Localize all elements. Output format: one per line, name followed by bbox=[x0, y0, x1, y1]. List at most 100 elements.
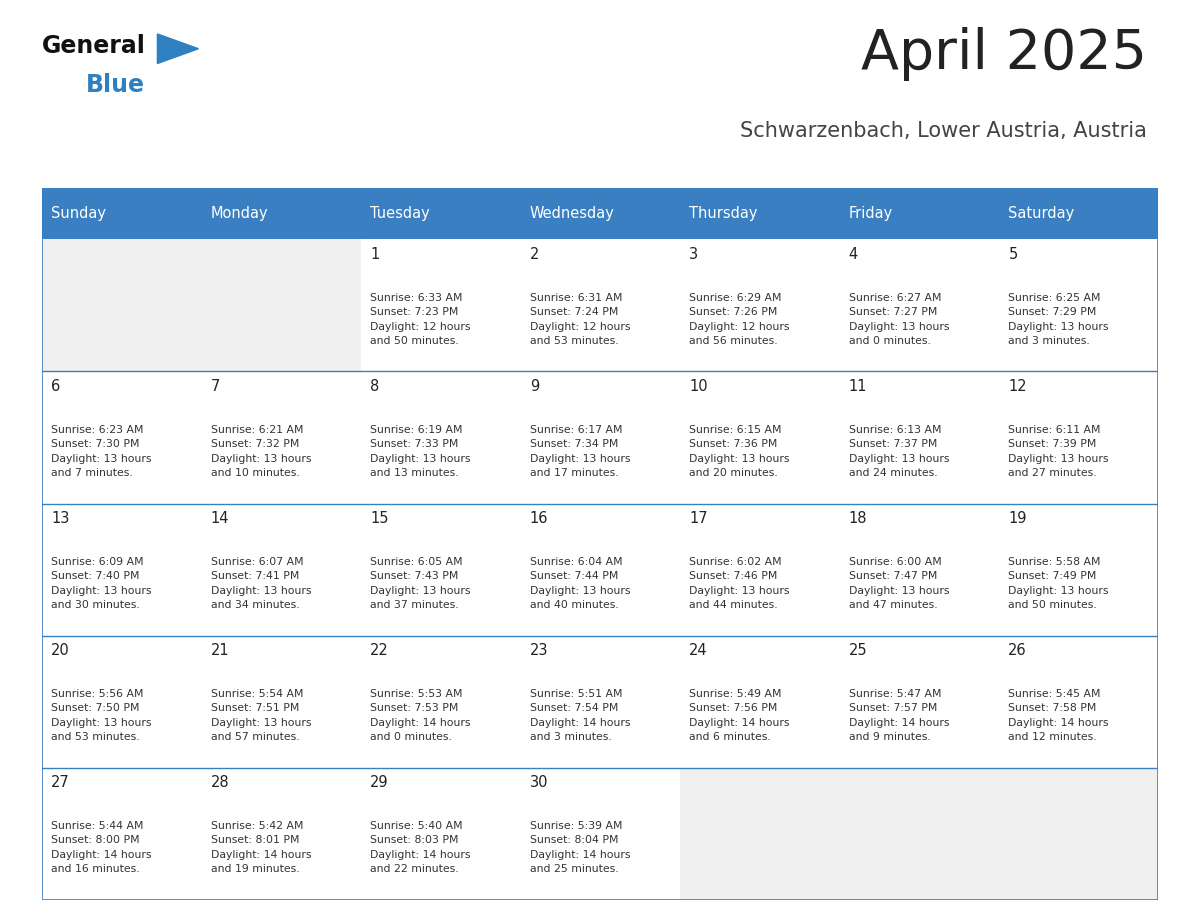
Text: Sunrise: 5:54 AM
Sunset: 7:51 PM
Daylight: 13 hours
and 57 minutes.: Sunrise: 5:54 AM Sunset: 7:51 PM Dayligh… bbox=[210, 688, 311, 742]
Text: Saturday: Saturday bbox=[1009, 207, 1075, 221]
Text: Sunrise: 5:40 AM
Sunset: 8:03 PM
Daylight: 14 hours
and 22 minutes.: Sunrise: 5:40 AM Sunset: 8:03 PM Dayligh… bbox=[371, 821, 470, 874]
Text: Monday: Monday bbox=[210, 207, 268, 221]
Text: Sunrise: 6:17 AM
Sunset: 7:34 PM
Daylight: 13 hours
and 17 minutes.: Sunrise: 6:17 AM Sunset: 7:34 PM Dayligh… bbox=[530, 425, 631, 478]
Bar bbox=[42, 372, 201, 503]
Text: 25: 25 bbox=[848, 643, 867, 657]
Bar bbox=[520, 188, 680, 240]
Bar bbox=[839, 188, 999, 240]
Text: Sunrise: 6:21 AM
Sunset: 7:32 PM
Daylight: 13 hours
and 10 minutes.: Sunrise: 6:21 AM Sunset: 7:32 PM Dayligh… bbox=[210, 425, 311, 478]
Text: Sunrise: 5:44 AM
Sunset: 8:00 PM
Daylight: 14 hours
and 16 minutes.: Sunrise: 5:44 AM Sunset: 8:00 PM Dayligh… bbox=[51, 821, 152, 874]
Text: Sunrise: 6:09 AM
Sunset: 7:40 PM
Daylight: 13 hours
and 30 minutes.: Sunrise: 6:09 AM Sunset: 7:40 PM Dayligh… bbox=[51, 557, 152, 610]
Text: Sunrise: 5:47 AM
Sunset: 7:57 PM
Daylight: 14 hours
and 9 minutes.: Sunrise: 5:47 AM Sunset: 7:57 PM Dayligh… bbox=[848, 688, 949, 742]
Text: Sunrise: 5:45 AM
Sunset: 7:58 PM
Daylight: 14 hours
and 12 minutes.: Sunrise: 5:45 AM Sunset: 7:58 PM Dayligh… bbox=[1009, 688, 1108, 742]
Bar bbox=[839, 767, 999, 900]
Text: Sunrise: 6:25 AM
Sunset: 7:29 PM
Daylight: 13 hours
and 3 minutes.: Sunrise: 6:25 AM Sunset: 7:29 PM Dayligh… bbox=[1009, 293, 1108, 346]
Text: Sunrise: 5:51 AM
Sunset: 7:54 PM
Daylight: 14 hours
and 3 minutes.: Sunrise: 5:51 AM Sunset: 7:54 PM Dayligh… bbox=[530, 688, 631, 742]
Text: 16: 16 bbox=[530, 510, 548, 526]
Bar bbox=[520, 240, 680, 372]
Bar bbox=[42, 188, 201, 240]
Bar bbox=[680, 188, 839, 240]
Bar bbox=[680, 767, 839, 900]
Text: 17: 17 bbox=[689, 510, 708, 526]
Bar bbox=[999, 188, 1158, 240]
Bar bbox=[839, 372, 999, 503]
Text: 24: 24 bbox=[689, 643, 708, 657]
Text: Sunrise: 6:07 AM
Sunset: 7:41 PM
Daylight: 13 hours
and 34 minutes.: Sunrise: 6:07 AM Sunset: 7:41 PM Dayligh… bbox=[210, 557, 311, 610]
Text: 12: 12 bbox=[1009, 378, 1026, 394]
Text: Sunrise: 6:00 AM
Sunset: 7:47 PM
Daylight: 13 hours
and 47 minutes.: Sunrise: 6:00 AM Sunset: 7:47 PM Dayligh… bbox=[848, 557, 949, 610]
Bar bbox=[839, 240, 999, 372]
Text: 27: 27 bbox=[51, 775, 70, 789]
Text: Sunrise: 6:19 AM
Sunset: 7:33 PM
Daylight: 13 hours
and 13 minutes.: Sunrise: 6:19 AM Sunset: 7:33 PM Dayligh… bbox=[371, 425, 470, 478]
Bar bbox=[999, 635, 1158, 767]
Bar bbox=[201, 240, 361, 372]
Text: 3: 3 bbox=[689, 247, 699, 262]
Text: 5: 5 bbox=[1009, 247, 1018, 262]
Text: 10: 10 bbox=[689, 378, 708, 394]
Bar bbox=[42, 240, 201, 372]
Bar bbox=[201, 372, 361, 503]
Text: 18: 18 bbox=[848, 510, 867, 526]
Text: April 2025: April 2025 bbox=[861, 27, 1146, 81]
Text: 29: 29 bbox=[371, 775, 388, 789]
Text: General: General bbox=[42, 34, 145, 58]
Text: Sunrise: 5:42 AM
Sunset: 8:01 PM
Daylight: 14 hours
and 19 minutes.: Sunrise: 5:42 AM Sunset: 8:01 PM Dayligh… bbox=[210, 821, 311, 874]
Text: Thursday: Thursday bbox=[689, 207, 758, 221]
Bar bbox=[42, 767, 201, 900]
Text: Sunrise: 5:56 AM
Sunset: 7:50 PM
Daylight: 13 hours
and 53 minutes.: Sunrise: 5:56 AM Sunset: 7:50 PM Dayligh… bbox=[51, 688, 152, 742]
Text: 6: 6 bbox=[51, 378, 61, 394]
Text: 22: 22 bbox=[371, 643, 388, 657]
Bar bbox=[361, 240, 520, 372]
Text: Sunrise: 5:53 AM
Sunset: 7:53 PM
Daylight: 14 hours
and 0 minutes.: Sunrise: 5:53 AM Sunset: 7:53 PM Dayligh… bbox=[371, 688, 470, 742]
Bar bbox=[201, 188, 361, 240]
Text: 13: 13 bbox=[51, 510, 70, 526]
Text: 1: 1 bbox=[371, 247, 379, 262]
Bar bbox=[680, 240, 839, 372]
Bar bbox=[839, 503, 999, 635]
Text: Sunrise: 6:13 AM
Sunset: 7:37 PM
Daylight: 13 hours
and 24 minutes.: Sunrise: 6:13 AM Sunset: 7:37 PM Dayligh… bbox=[848, 425, 949, 478]
Text: 23: 23 bbox=[530, 643, 548, 657]
Text: 4: 4 bbox=[848, 247, 858, 262]
Bar bbox=[361, 503, 520, 635]
Bar bbox=[520, 767, 680, 900]
Text: Sunrise: 6:23 AM
Sunset: 7:30 PM
Daylight: 13 hours
and 7 minutes.: Sunrise: 6:23 AM Sunset: 7:30 PM Dayligh… bbox=[51, 425, 152, 478]
Bar bbox=[680, 503, 839, 635]
Text: Sunrise: 6:29 AM
Sunset: 7:26 PM
Daylight: 12 hours
and 56 minutes.: Sunrise: 6:29 AM Sunset: 7:26 PM Dayligh… bbox=[689, 293, 790, 346]
Bar bbox=[361, 635, 520, 767]
Text: Tuesday: Tuesday bbox=[371, 207, 430, 221]
Text: 19: 19 bbox=[1009, 510, 1026, 526]
Text: 20: 20 bbox=[51, 643, 70, 657]
Text: Sunrise: 6:33 AM
Sunset: 7:23 PM
Daylight: 12 hours
and 50 minutes.: Sunrise: 6:33 AM Sunset: 7:23 PM Dayligh… bbox=[371, 293, 470, 346]
Bar bbox=[201, 503, 361, 635]
Bar bbox=[520, 635, 680, 767]
Bar bbox=[361, 188, 520, 240]
Bar bbox=[361, 372, 520, 503]
Bar bbox=[520, 503, 680, 635]
Text: Sunrise: 6:31 AM
Sunset: 7:24 PM
Daylight: 12 hours
and 53 minutes.: Sunrise: 6:31 AM Sunset: 7:24 PM Dayligh… bbox=[530, 293, 631, 346]
Text: 14: 14 bbox=[210, 510, 229, 526]
Bar bbox=[42, 635, 201, 767]
Text: Sunrise: 5:49 AM
Sunset: 7:56 PM
Daylight: 14 hours
and 6 minutes.: Sunrise: 5:49 AM Sunset: 7:56 PM Dayligh… bbox=[689, 688, 790, 742]
Bar bbox=[42, 503, 201, 635]
Bar bbox=[361, 767, 520, 900]
Bar bbox=[999, 372, 1158, 503]
Text: 30: 30 bbox=[530, 775, 548, 789]
Text: Sunrise: 5:39 AM
Sunset: 8:04 PM
Daylight: 14 hours
and 25 minutes.: Sunrise: 5:39 AM Sunset: 8:04 PM Dayligh… bbox=[530, 821, 631, 874]
Text: 7: 7 bbox=[210, 378, 220, 394]
Text: Sunrise: 6:27 AM
Sunset: 7:27 PM
Daylight: 13 hours
and 0 minutes.: Sunrise: 6:27 AM Sunset: 7:27 PM Dayligh… bbox=[848, 293, 949, 346]
Text: Sunrise: 6:11 AM
Sunset: 7:39 PM
Daylight: 13 hours
and 27 minutes.: Sunrise: 6:11 AM Sunset: 7:39 PM Dayligh… bbox=[1009, 425, 1108, 478]
Text: 11: 11 bbox=[848, 378, 867, 394]
Text: Sunrise: 6:04 AM
Sunset: 7:44 PM
Daylight: 13 hours
and 40 minutes.: Sunrise: 6:04 AM Sunset: 7:44 PM Dayligh… bbox=[530, 557, 631, 610]
Bar bbox=[839, 635, 999, 767]
Text: Friday: Friday bbox=[848, 207, 893, 221]
Text: 28: 28 bbox=[210, 775, 229, 789]
Text: Sunrise: 6:02 AM
Sunset: 7:46 PM
Daylight: 13 hours
and 44 minutes.: Sunrise: 6:02 AM Sunset: 7:46 PM Dayligh… bbox=[689, 557, 790, 610]
Bar bbox=[999, 767, 1158, 900]
Text: 26: 26 bbox=[1009, 643, 1026, 657]
Text: 9: 9 bbox=[530, 378, 539, 394]
Text: 2: 2 bbox=[530, 247, 539, 262]
Text: Sunday: Sunday bbox=[51, 207, 106, 221]
Text: 15: 15 bbox=[371, 510, 388, 526]
Text: Schwarzenbach, Lower Austria, Austria: Schwarzenbach, Lower Austria, Austria bbox=[740, 121, 1146, 140]
Bar bbox=[680, 372, 839, 503]
